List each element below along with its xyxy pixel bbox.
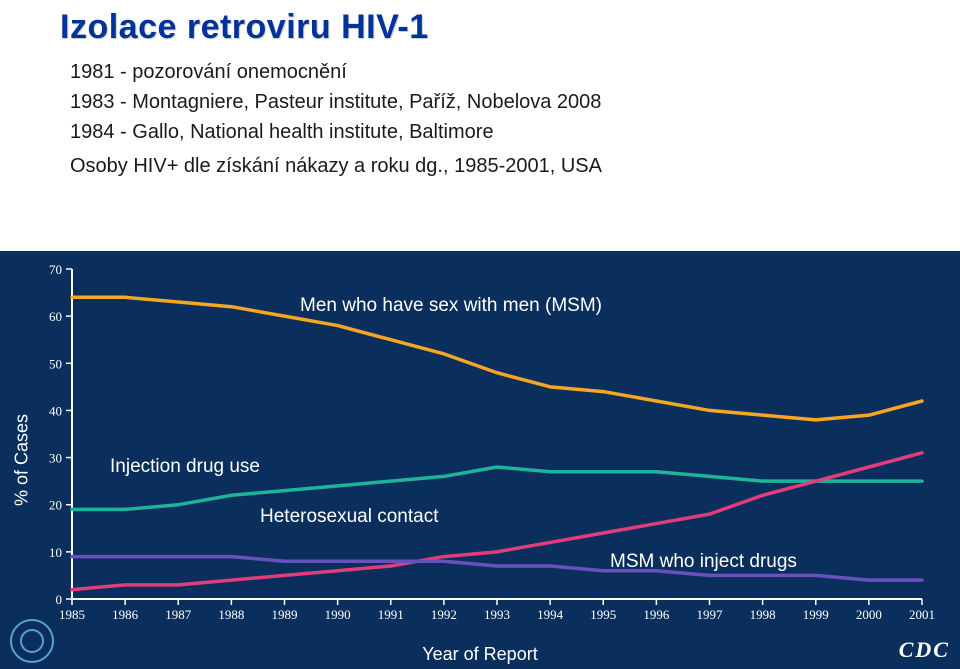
svg-text:1989: 1989	[272, 607, 298, 622]
svg-text:1992: 1992	[431, 607, 457, 622]
svg-text:1990: 1990	[325, 607, 351, 622]
svg-text:1993: 1993	[484, 607, 510, 622]
series-label: Injection drug use	[110, 456, 260, 478]
hhs-seal-icon	[10, 619, 54, 663]
cdc-logo-text: CDC	[899, 637, 950, 663]
series-label: Heterosexual contact	[260, 506, 439, 528]
svg-text:20: 20	[49, 498, 62, 513]
bullet-item: 1983 - Montagniere, Pasteur institute, P…	[70, 87, 920, 117]
svg-text:1996: 1996	[643, 607, 670, 622]
svg-text:1986: 1986	[112, 607, 139, 622]
y-axis-title: % of Cases	[12, 414, 33, 506]
svg-text:0: 0	[56, 592, 63, 607]
svg-text:1999: 1999	[803, 607, 829, 622]
svg-text:1997: 1997	[697, 607, 724, 622]
svg-text:10: 10	[49, 545, 62, 560]
svg-text:70: 70	[49, 262, 62, 277]
svg-text:1998: 1998	[750, 607, 776, 622]
svg-text:2000: 2000	[856, 607, 882, 622]
bullet-item: 1984 - Gallo, National health institute,…	[70, 117, 920, 147]
page-title: Izolace retroviru HIV-1	[60, 8, 920, 47]
chart-area: 0 10 20 30 40 50 60 70 1985 1986 1987 1988 1989 1990 1…	[0, 251, 960, 669]
svg-text:2001: 2001	[909, 607, 935, 622]
svg-text:30: 30	[49, 451, 62, 466]
slide: Izolace retroviru HIV-1 1981 - pozorován…	[0, 0, 960, 669]
svg-text:50: 50	[49, 356, 62, 371]
svg-text:1987: 1987	[165, 607, 192, 622]
bullet-item: 1981 - pozorování onemocnění	[70, 57, 920, 87]
svg-text:40: 40	[49, 403, 62, 418]
svg-text:1988: 1988	[218, 607, 244, 622]
svg-text:1995: 1995	[590, 607, 616, 622]
series-label: MSM who inject drugs	[610, 551, 797, 573]
svg-text:60: 60	[49, 309, 62, 324]
svg-text:1985: 1985	[59, 607, 85, 622]
header: Izolace retroviru HIV-1	[0, 0, 960, 51]
svg-text:1994: 1994	[537, 607, 564, 622]
chart-subtitle: Osoby HIV+ dle získání nákazy a roku dg.…	[0, 151, 960, 182]
x-axis-title: Year of Report	[422, 644, 537, 665]
bullet-list: 1981 - pozorování onemocnění 1983 - Mont…	[0, 51, 960, 151]
series-label: Men who have sex with men (MSM)	[300, 295, 602, 317]
svg-text:1991: 1991	[378, 607, 404, 622]
